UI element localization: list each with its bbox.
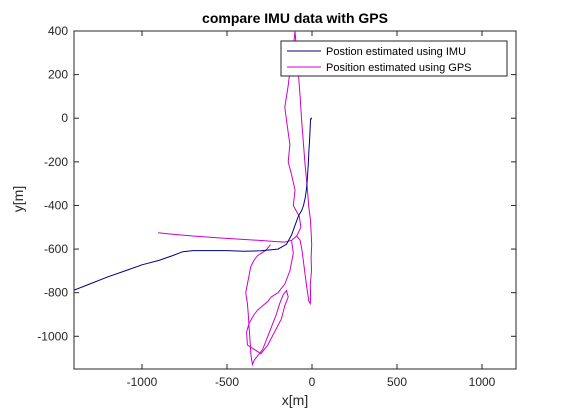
y-tick-label: 0	[61, 111, 68, 125]
x-tick-label: 1000	[469, 375, 496, 389]
y-tick-label: -200	[44, 155, 68, 169]
y-tick-label: 200	[48, 68, 68, 82]
x-tick-label: 0	[309, 375, 316, 389]
x-tick-label: -500	[215, 375, 239, 389]
series-line-gps	[158, 31, 313, 367]
legend-label: Position estimated using GPS	[326, 62, 472, 74]
y-tick-label: 400	[48, 24, 68, 38]
x-axis-label: x[m]	[282, 392, 308, 408]
plot-area: -1000 -500 0 500 1000 -1000 -800 -600 -400 -200 0 2…	[37, 24, 517, 389]
y-tick-label: -400	[44, 198, 68, 212]
chart-title: compare IMU data with GPS	[202, 10, 388, 26]
legend-label: Postion estimated using IMU	[326, 46, 466, 58]
y-tick-label: -800	[44, 286, 68, 300]
y-tick-label: -1000	[37, 329, 68, 343]
x-tick-label: -1000	[127, 375, 158, 389]
series-line-imu	[74, 117, 313, 291]
legend: Postion estimated using IMU Position esti…	[280, 40, 508, 77]
plot-box	[73, 30, 517, 370]
y-tick-label: -600	[44, 242, 68, 256]
legend-box	[280, 40, 508, 77]
y-axis-label: y[m]	[10, 186, 26, 212]
x-tick-label: 500	[387, 375, 407, 389]
